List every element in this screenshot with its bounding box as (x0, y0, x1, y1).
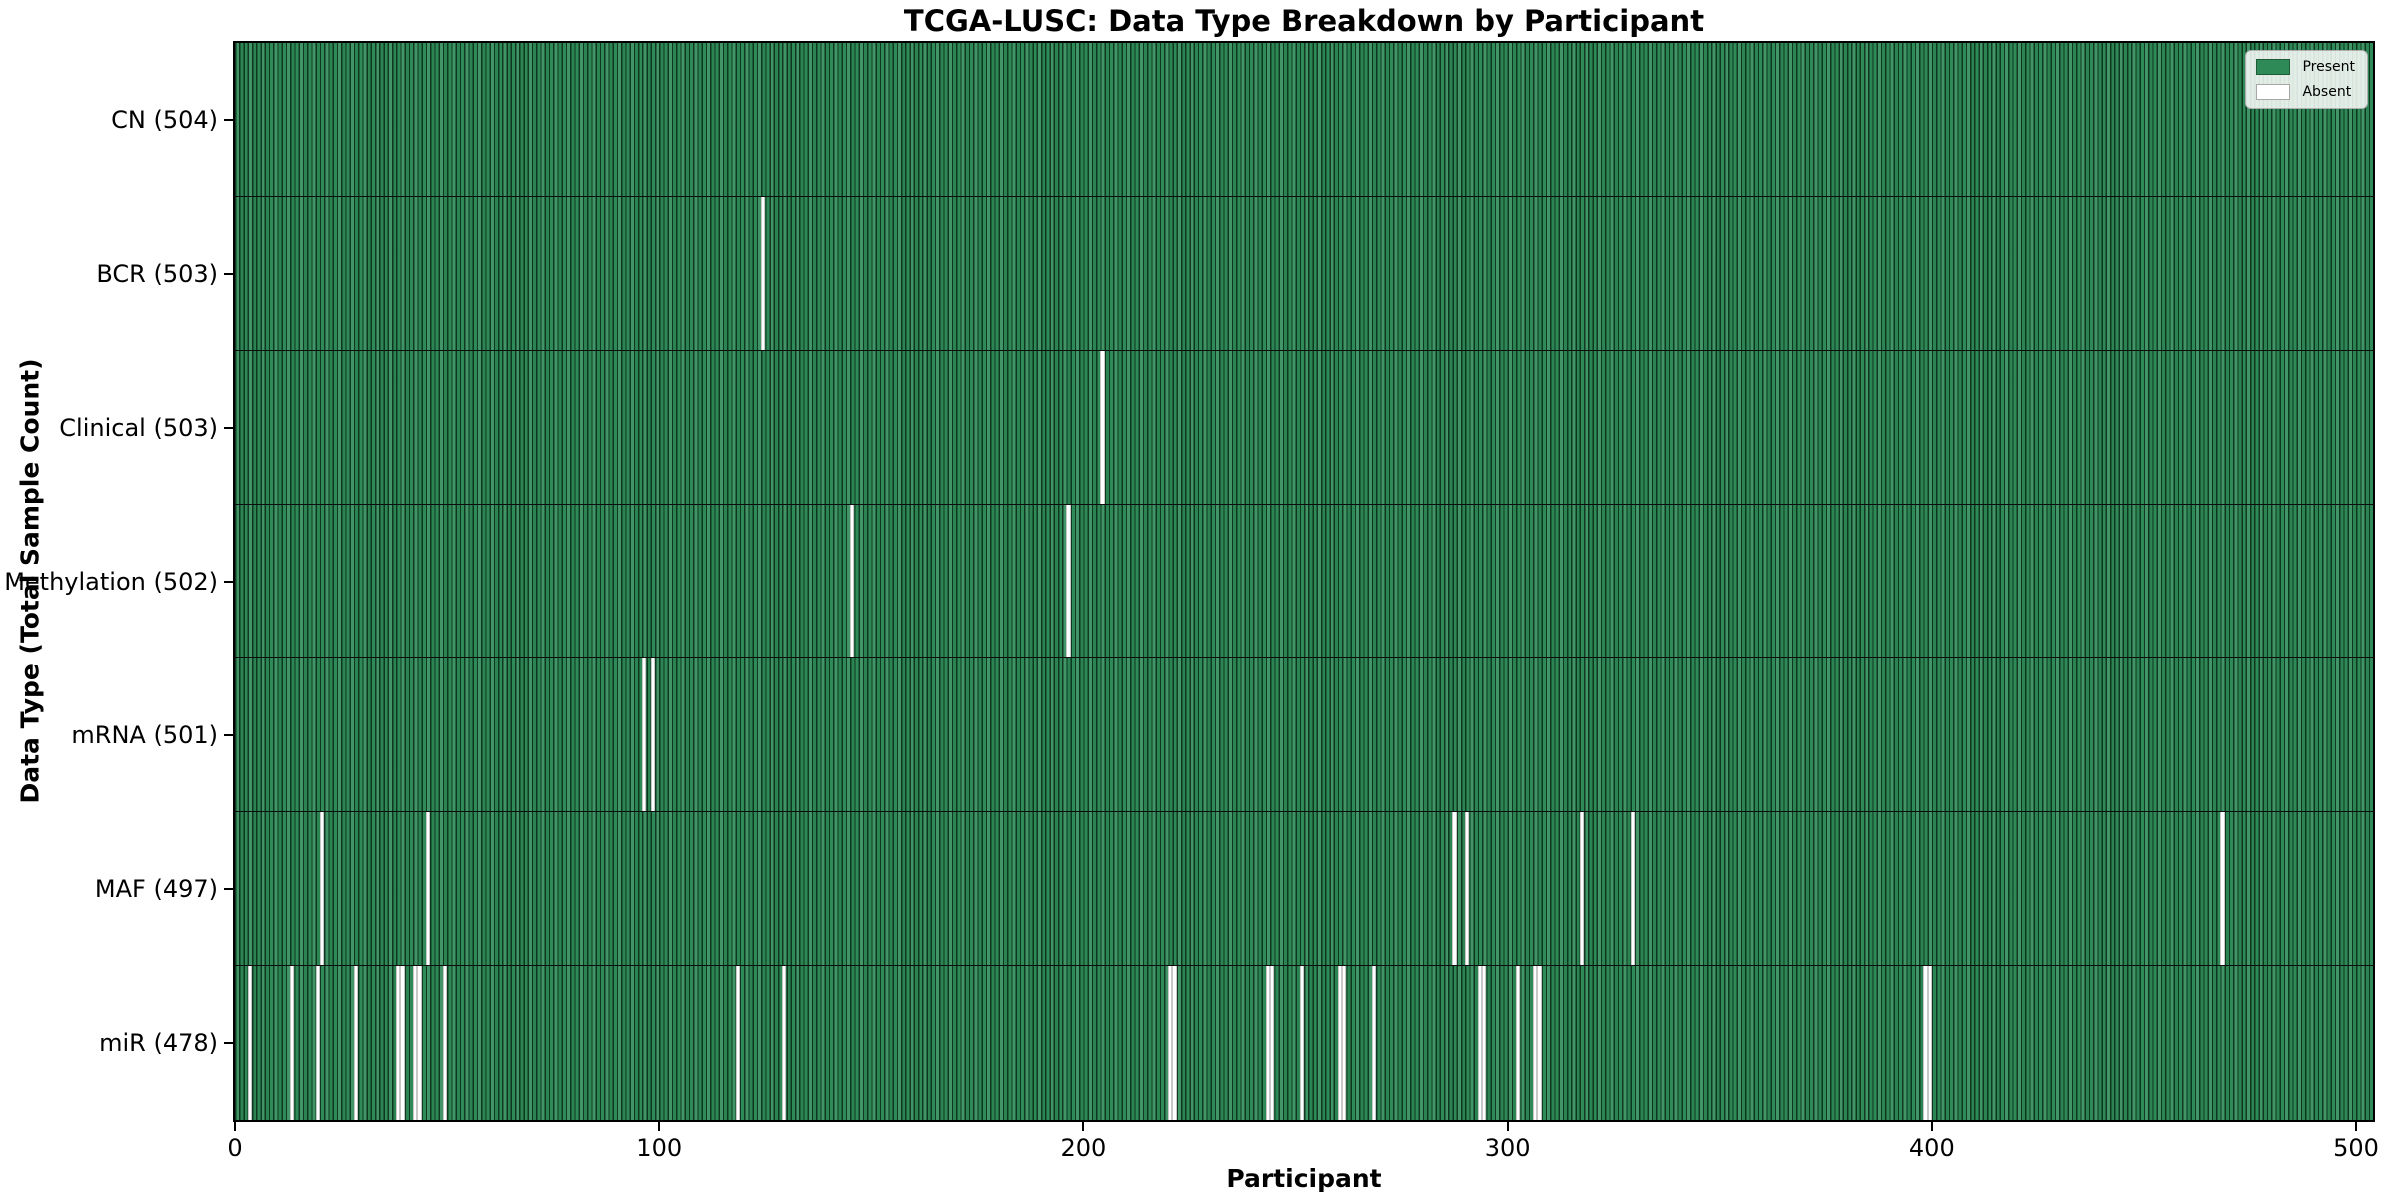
absent-cell (442, 966, 448, 1120)
absent-cell (1265, 966, 1271, 1120)
absent-cell (315, 966, 320, 1120)
heatmap-row-methylation (235, 504, 2373, 659)
y-tick-label: miR (478) (99, 1029, 218, 1058)
absent-cell (850, 504, 855, 658)
absent-cell (1371, 966, 1377, 1120)
absent-cell (1482, 966, 1487, 1120)
absent-cell (650, 658, 655, 812)
heatmap-row-bcr (235, 196, 2373, 351)
absent-cell (1168, 966, 1173, 1120)
heatmap-row-clinical (235, 350, 2373, 505)
absent-cell (1579, 812, 1584, 966)
y-tick-mark (224, 272, 233, 275)
legend-item-absent: Absent (2256, 84, 2355, 100)
absent-cell (782, 966, 787, 1120)
x-tick-mark (2355, 1122, 2358, 1131)
absent-cell (1100, 350, 1105, 504)
absent-cell (413, 966, 418, 1120)
y-tick-mark (224, 888, 233, 891)
chart-title: TCGA-LUSC: Data Type Breakdown by Partic… (903, 4, 1705, 38)
legend-present-label: Present (2302, 59, 2355, 75)
absent-cell (761, 196, 766, 350)
y-tick-mark (224, 118, 233, 121)
y-tick-label: MAF (497) (94, 875, 218, 904)
absent-cell (1477, 966, 1483, 1120)
absent-cell (1923, 966, 1928, 1120)
absent-cell (1630, 812, 1635, 966)
x-axis-label: Participant (1226, 1164, 1382, 1193)
x-tick-mark (234, 1122, 236, 1131)
y-tick-label: Clinical (503) (59, 413, 218, 442)
absent-swatch (2256, 84, 2291, 100)
absent-cell (247, 966, 252, 1120)
absent-cell (417, 966, 422, 1120)
absent-cell (319, 812, 325, 966)
x-tick-mark (658, 1122, 661, 1131)
absent-cell (1452, 812, 1457, 966)
absent-cell (290, 966, 295, 1120)
x-tick-mark (1082, 1122, 1085, 1131)
absent-cell (735, 966, 740, 1120)
x-tick-label: 300 (1484, 1134, 1531, 1162)
absent-cell (1172, 966, 1177, 1120)
y-tick-mark (224, 734, 233, 737)
absent-cell (1270, 966, 1275, 1120)
absent-cell (425, 812, 431, 966)
absent-cell (642, 658, 647, 812)
absent-cell (1516, 966, 1521, 1120)
present-swatch (2256, 59, 2291, 75)
y-tick-mark (224, 1042, 233, 1045)
heatmap-row-mir (235, 966, 2373, 1120)
heatmap-row-mrna (235, 658, 2373, 813)
absent-cell (396, 966, 401, 1120)
absent-cell (1342, 966, 1347, 1120)
y-tick-label: CN (504) (111, 105, 218, 134)
heatmap-row-maf (235, 812, 2373, 967)
x-tick-mark (1930, 1122, 1933, 1131)
absent-cell (1537, 966, 1542, 1120)
y-tick-label: BCR (503) (96, 259, 218, 288)
legend-item-present: Present (2256, 59, 2355, 75)
x-tick-label: 500 (2333, 1134, 2379, 1162)
x-tick-mark (1506, 1122, 1509, 1131)
absent-cell (400, 966, 405, 1120)
x-tick-label: 400 (1908, 1134, 1955, 1162)
y-tick-label: mRNA (501) (71, 721, 218, 750)
y-tick-mark (224, 580, 233, 583)
y-tick-label: Methylation (502) (4, 567, 218, 596)
absent-cell (1533, 966, 1538, 1120)
absent-cell (2220, 812, 2225, 966)
absent-cell (1337, 966, 1343, 1120)
legend: Present Absent (2245, 50, 2368, 109)
y-tick-mark (224, 426, 233, 429)
legend-absent-label: Absent (2302, 84, 2352, 100)
absent-cell (1299, 966, 1304, 1120)
x-tick-label: 200 (1060, 1134, 1107, 1162)
x-tick-label: 0 (227, 1134, 243, 1162)
x-tick-label: 100 (636, 1134, 683, 1162)
absent-cell (353, 966, 358, 1120)
plot-area: Present Absent (233, 41, 2375, 1122)
absent-cell (1927, 966, 1932, 1120)
heatmap-row-cn (235, 43, 2373, 197)
absent-cell (1066, 504, 1071, 658)
absent-cell (1465, 812, 1470, 966)
